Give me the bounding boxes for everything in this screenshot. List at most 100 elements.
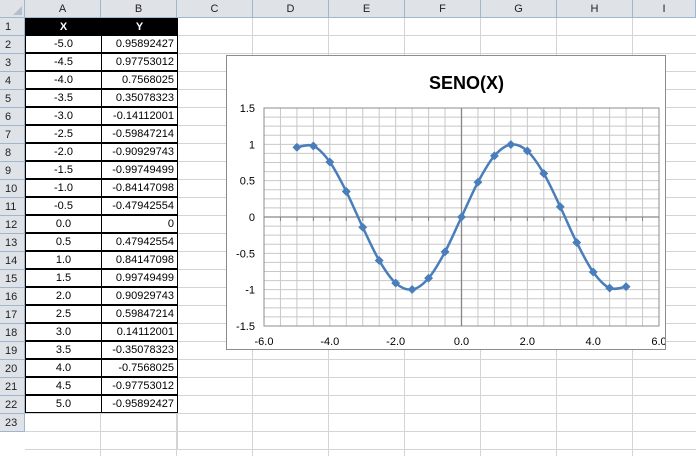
cell-y[interactable]: 0.47942554 — [101, 233, 178, 251]
cell-y[interactable]: 0.90929743 — [101, 287, 178, 305]
cell-x[interactable]: -2.5 — [25, 125, 102, 143]
x-tick-label: 2.0 — [520, 336, 535, 348]
column-header-f[interactable]: F — [405, 0, 481, 18]
data-point — [407, 284, 417, 295]
data-point — [588, 267, 598, 277]
cell-x[interactable]: -3.0 — [25, 107, 102, 125]
data-point — [621, 282, 631, 292]
cell-y[interactable]: -0.90929743 — [101, 143, 178, 161]
cell-y[interactable]: 0.99749499 — [101, 269, 178, 287]
row-header-17[interactable]: 17 — [0, 306, 25, 324]
cell-y[interactable]: 0.84147098 — [101, 251, 178, 269]
cell-x[interactable]: 4.5 — [25, 377, 102, 395]
row-header-7[interactable]: 7 — [0, 126, 25, 144]
row-header-3[interactable]: 3 — [0, 54, 25, 72]
column-header-g[interactable]: G — [481, 0, 557, 18]
cell-x[interactable]: 1.0 — [25, 251, 102, 269]
cell-x[interactable]: 0.5 — [25, 233, 102, 251]
column-header-h[interactable]: H — [557, 0, 633, 18]
row-header-21[interactable]: 21 — [0, 378, 25, 396]
y-tick-label: 1 — [249, 139, 255, 151]
column-header-c[interactable]: C — [177, 0, 253, 18]
cell-y[interactable]: -0.7568025 — [101, 359, 178, 377]
row-header-2[interactable]: 2 — [0, 36, 25, 54]
cell-x[interactable]: -4.5 — [25, 53, 102, 71]
cell-x[interactable]: -0.5 — [25, 197, 102, 215]
row-header-11[interactable]: 11 — [0, 198, 25, 216]
column-header-e[interactable]: E — [329, 0, 405, 18]
row-header-4[interactable]: 4 — [0, 72, 25, 90]
cell-y[interactable]: 0.35078323 — [101, 89, 178, 107]
row-header-19[interactable]: 19 — [0, 342, 25, 360]
cell-x[interactable]: -4.0 — [25, 71, 102, 89]
cell-y[interactable]: -0.59847214 — [101, 125, 178, 143]
y-tick-label: 1.5 — [240, 103, 255, 115]
row-header-9[interactable]: 9 — [0, 162, 25, 180]
cell-y[interactable]: -0.35078323 — [101, 341, 178, 359]
x-tick-label: -6.0 — [255, 336, 274, 348]
cell-x[interactable]: 3.0 — [25, 323, 102, 341]
cell-x[interactable]: 2.0 — [25, 287, 102, 305]
row-header-13[interactable]: 13 — [0, 234, 25, 252]
cell-y[interactable]: -0.14112001 — [101, 107, 178, 125]
row-header-10[interactable]: 10 — [0, 180, 25, 198]
row-header-1[interactable]: 1 — [0, 18, 25, 36]
cell-x[interactable]: 0.0 — [25, 215, 102, 233]
data-point — [325, 157, 335, 167]
data-point — [308, 141, 318, 151]
data-point — [572, 237, 582, 248]
data-point — [506, 139, 516, 150]
cell-x[interactable]: -2.0 — [25, 143, 102, 161]
cell-y[interactable]: -0.84147098 — [101, 179, 178, 197]
cell-x[interactable]: 4.0 — [25, 359, 102, 377]
cell-x[interactable]: -3.5 — [25, 89, 102, 107]
cell-x[interactable]: 1.5 — [25, 269, 102, 287]
chart-svg: -6.0 -4.0 -2.0 0.0 2.0 4.0 6.0 1.5 1 0.5 0 -0.5 -1 -1… — [236, 73, 665, 348]
cell-x[interactable]: -5.0 — [25, 35, 102, 53]
cell-x[interactable]: 5.0 — [25, 395, 102, 413]
row-header-22[interactable]: 22 — [0, 396, 25, 414]
cell-y[interactable]: -0.95892427 — [101, 395, 178, 413]
select-all-corner[interactable] — [0, 0, 25, 18]
column-header-b[interactable]: B — [101, 0, 177, 18]
cell-y[interactable]: -0.99749499 — [101, 161, 178, 179]
x-tick-label: 6.0 — [651, 336, 665, 348]
row-header-16[interactable]: 16 — [0, 288, 25, 306]
cell-x[interactable]: 2.5 — [25, 305, 102, 323]
cell-y[interactable]: 0.59847214 — [101, 305, 178, 323]
cell-y[interactable]: 0.95892427 — [101, 35, 178, 53]
row-header-5[interactable]: 5 — [0, 90, 25, 108]
cell-y[interactable]: -0.47942554 — [101, 197, 178, 215]
cell-x[interactable]: -1.0 — [25, 179, 102, 197]
cell-y[interactable]: 0.14112001 — [101, 323, 178, 341]
data-point — [440, 247, 450, 257]
x-tick-label: -4.0 — [320, 336, 339, 348]
data-point — [292, 142, 302, 152]
row-header-15[interactable]: 15 — [0, 270, 25, 288]
cell-y[interactable]: -0.97753012 — [101, 377, 178, 395]
chart[interactable]: -6.0 -4.0 -2.0 0.0 2.0 4.0 6.0 1.5 1 0.5 0 -0.5 -1 -1… — [226, 55, 666, 350]
x-tick-label: -2.0 — [386, 336, 405, 348]
header-cell-y[interactable]: Y — [101, 18, 178, 36]
row-header-18[interactable]: 18 — [0, 324, 25, 342]
header-cell-x[interactable]: X — [25, 18, 102, 36]
data-point — [341, 186, 351, 197]
row-header-8[interactable]: 8 — [0, 144, 25, 162]
cell-x[interactable]: 3.5 — [25, 341, 102, 359]
cell-y[interactable]: 0 — [101, 215, 178, 233]
data-point — [358, 222, 368, 232]
cell-y[interactable]: 0.97753012 — [101, 53, 178, 71]
data-point — [473, 177, 483, 187]
data-point — [605, 283, 615, 293]
row-header-23[interactable]: 23 — [0, 414, 25, 432]
column-header-d[interactable]: D — [253, 0, 329, 18]
row-header-12[interactable]: 12 — [0, 216, 25, 234]
cell-y[interactable]: 0.7568025 — [101, 71, 178, 89]
column-header-i[interactable]: I — [633, 0, 696, 18]
row-header-6[interactable]: 6 — [0, 108, 25, 126]
row-header-20[interactable]: 20 — [0, 360, 25, 378]
cell-x[interactable]: -1.5 — [25, 161, 102, 179]
row-header-14[interactable]: 14 — [0, 252, 25, 270]
column-header-a[interactable]: A — [25, 0, 101, 18]
